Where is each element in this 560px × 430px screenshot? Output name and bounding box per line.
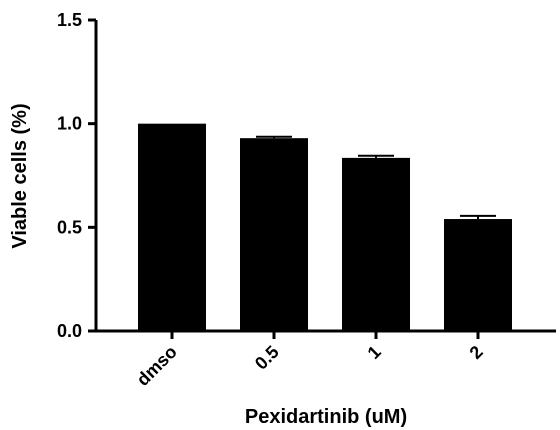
x-tick-label-0.5: 0.5 [251,342,283,374]
x-ticks: dmso 0.5 1 2 [133,331,487,390]
y-axis-title: Viable cells (%) [9,103,31,248]
x-tick-label-1: 1 [364,342,385,363]
bar-1 [342,157,410,331]
x-axis-title: Pexidartinib (uM) [245,406,407,428]
y-tick-label: 0.5 [57,217,82,237]
bar-2 [444,219,512,331]
x-tick-label-dmso: dmso [133,342,181,390]
y-tick-label: 0.0 [57,321,82,341]
bars-layer [138,123,512,332]
x-tick-label-2: 2 [466,342,487,363]
bar-dmso [138,123,206,332]
bar-0.5 [240,138,308,331]
y-tick-label: 1.0 [57,114,82,134]
y-ticks: 0.0 0.5 1.0 1.5 [57,10,96,341]
y-tick-label: 1.5 [57,10,82,30]
